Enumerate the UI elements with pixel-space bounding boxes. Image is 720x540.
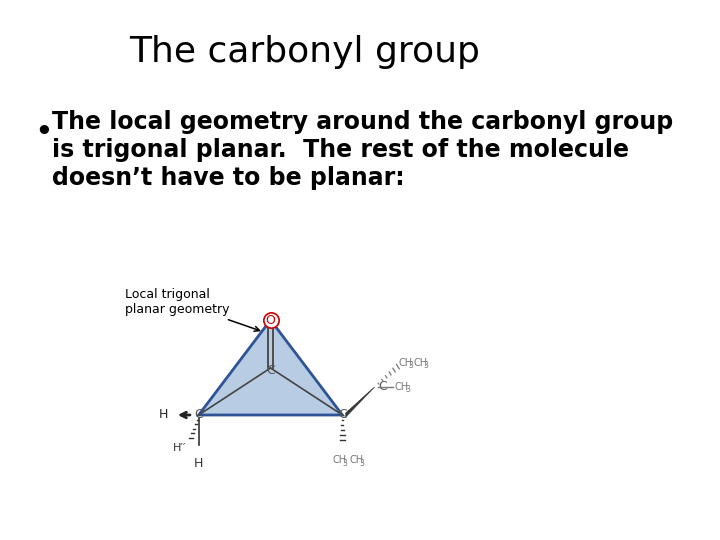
Text: Local trigonal
planar geometry: Local trigonal planar geometry: [125, 288, 259, 331]
Text: C: C: [266, 363, 275, 376]
Polygon shape: [346, 387, 374, 417]
Text: C: C: [194, 408, 203, 421]
Text: The local geometry around the carbonyl group: The local geometry around the carbonyl g…: [53, 110, 674, 134]
Text: 3: 3: [423, 361, 428, 370]
Text: CH: CH: [349, 455, 364, 465]
Text: H′′: H′′: [173, 443, 186, 453]
Text: doesn’t have to be planar:: doesn’t have to be planar:: [53, 166, 405, 190]
Text: CH: CH: [398, 358, 413, 368]
Text: is trigonal planar.  The rest of the molecule: is trigonal planar. The rest of the mole…: [53, 138, 629, 162]
Text: 3: 3: [405, 386, 410, 395]
Text: CH: CH: [332, 455, 346, 465]
Text: H: H: [159, 408, 168, 422]
Text: H: H: [194, 457, 203, 470]
Text: C: C: [338, 408, 347, 421]
Text: O: O: [266, 314, 276, 327]
Text: 3: 3: [359, 459, 364, 468]
Text: C: C: [378, 381, 387, 394]
Text: CH: CH: [395, 382, 409, 392]
Polygon shape: [199, 320, 343, 415]
Text: 3: 3: [343, 459, 347, 468]
Text: The carbonyl group: The carbonyl group: [129, 35, 480, 69]
Text: CH: CH: [413, 358, 428, 368]
Text: 3: 3: [408, 361, 413, 370]
Text: •: •: [35, 120, 53, 146]
